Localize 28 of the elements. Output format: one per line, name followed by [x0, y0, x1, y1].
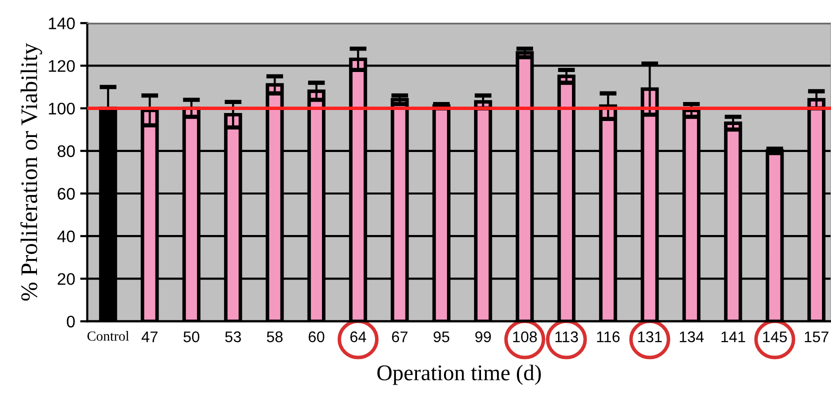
x-tick-label: 131	[638, 331, 662, 342]
x-tick-label: 99	[475, 331, 491, 342]
x-tick-label: 60	[308, 331, 324, 342]
x-tick-label: 47	[142, 332, 158, 342]
x-tick-label: 50	[184, 331, 200, 342]
y-axis-title: % Proliferation or Viability	[20, 43, 42, 301]
y-tick-label: 120	[48, 60, 75, 72]
y-tick-label: 140	[48, 18, 75, 30]
x-tick-label: 58	[266, 331, 283, 342]
x-tick-label: 95	[434, 331, 450, 342]
y-tick-label: 60	[58, 188, 75, 200]
y-tick-label: 20	[58, 273, 75, 285]
x-tick-label: 53	[225, 331, 241, 342]
x-tick-label: 141	[722, 332, 746, 342]
x-tick-label: 116	[597, 331, 620, 342]
x-tick-label: 64	[350, 331, 366, 342]
x-tick-label: 108	[513, 331, 537, 342]
x-tick-label: 157	[804, 332, 828, 342]
x-tick-label: Control	[87, 331, 130, 341]
x-tick-label: 113	[555, 331, 578, 342]
x-tick-label: 67	[392, 331, 408, 342]
y-tick-label: 80	[58, 145, 75, 158]
y-tick-label: 40	[57, 230, 75, 242]
x-axis-title: Operation time (d)	[377, 364, 541, 385]
x-tick-label: 134	[680, 331, 704, 342]
y-tick-label: 100	[48, 102, 75, 115]
y-tick-label: 0	[66, 316, 75, 328]
x-tick-label: 145	[763, 332, 787, 342]
